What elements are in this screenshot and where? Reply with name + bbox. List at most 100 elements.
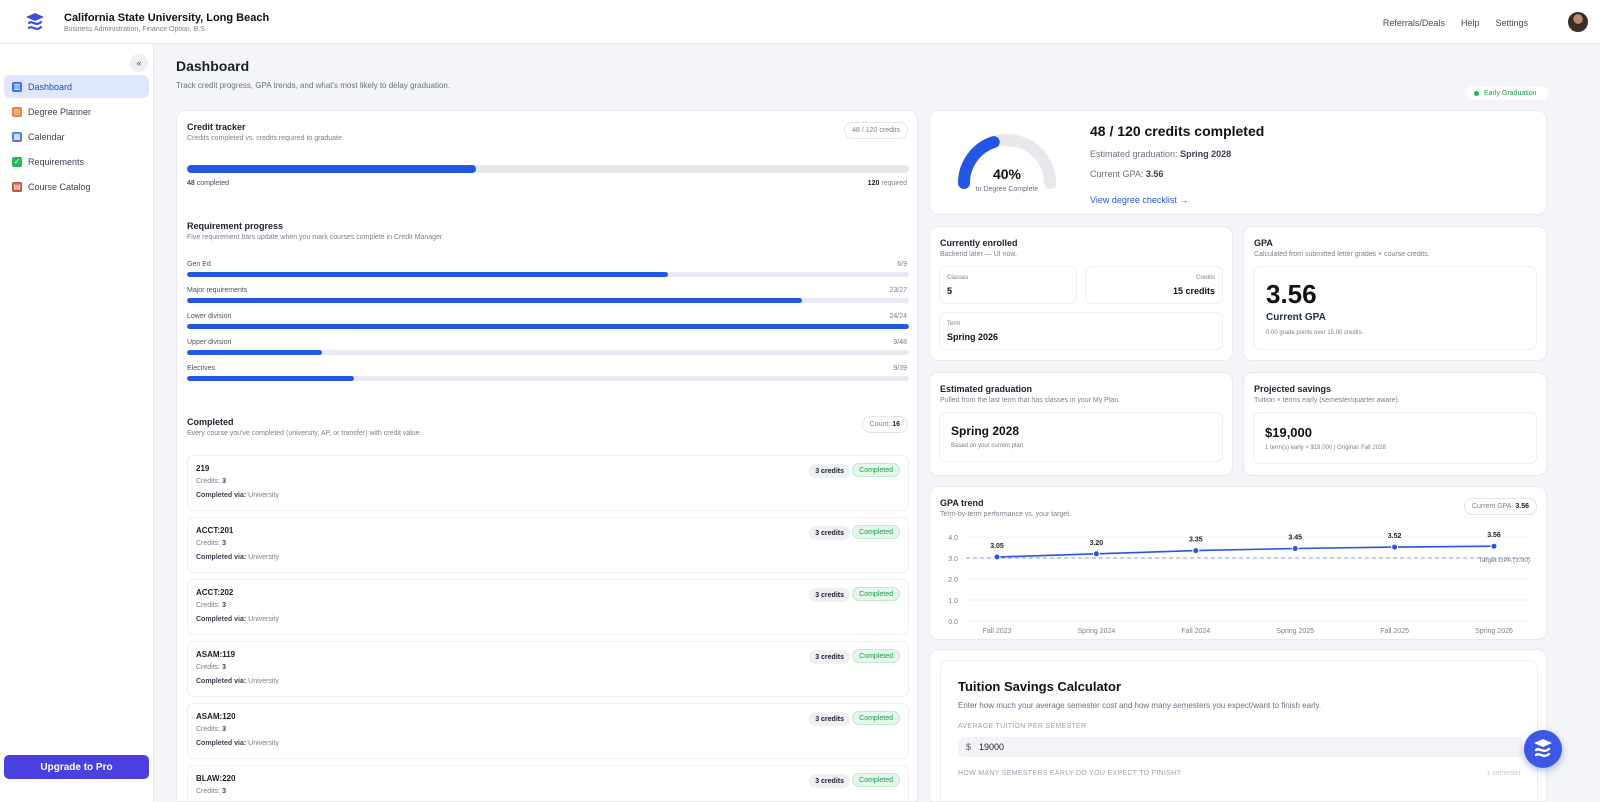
x-tick-label: Fall 2023 [983,628,1012,635]
course-credits: Credits: 3 [196,602,226,609]
course-credit-pill: 3 credits [809,712,850,726]
credit-tracker-subtitle: Credits completed vs. credits required t… [187,135,344,142]
credits-tile: Credits 15 credits [1085,266,1223,304]
sidebar-item-degree-planner[interactable]: ◎ Degree Planner [4,100,149,123]
completed-course-row[interactable]: ACCT:202 Credits: 3 Completed via: Univers… [187,579,909,635]
gpa-trend-pill-value: 3.56 [1515,503,1529,510]
gpa-point [1391,543,1399,551]
requirement-value: 9/39 [893,365,907,372]
sidebar-item-course-catalog[interactable]: ▤ Course Catalog [4,175,149,198]
credits-completed-word: completed [196,180,230,187]
course-via-label: Completed via: [196,678,247,685]
course-via-value: University [248,554,279,561]
check-icon: ✓ [12,156,22,167]
course-status-badge: Completed [852,649,900,663]
gpa-data-label: 3.20 [1090,540,1104,547]
course-status-badge: Completed [852,463,900,477]
course-credits-value: 3 [222,602,226,609]
course-via: Completed via: University [196,616,279,623]
top-bar: California State University, Long Beach … [0,0,1600,44]
logo-icon[interactable] [24,11,46,33]
org-name: California State University, Long Beach [64,12,270,24]
gpa-data-label: 3.45 [1288,535,1302,542]
completed-course-row[interactable]: 219 Credits: 3 Completed via: University 3 … [187,455,909,511]
gpa-trend-pill: Current GPA 3.56 [1463,498,1537,515]
semesters-early-hint: 1 semester [1486,770,1521,777]
early-graduation-label: Early Graduation [1484,89,1537,97]
savings-tile: $19,000 1 term(s) early × $19,000 | Orig… [1253,412,1537,464]
semesters-early-label: HOW MANY SEMESTERS EARLY DO YOU EXPECT T… [958,770,1181,777]
course-credits-label: Credits: [196,664,221,671]
completed-course-row[interactable]: ACCT:201 Credits: 3 Completed via: Univers… [187,517,909,573]
credits-required-label: 120 required [868,180,907,187]
x-tick-label: Fall 2024 [1181,628,1210,635]
gpa-tile: 3.56 Current GPA 0.00 grade points over … [1253,266,1537,350]
view-degree-checklist-link[interactable]: View degree checklist → [1090,195,1189,205]
course-code: ASAM:119 [196,650,236,659]
requirements-title: Requirement progress [187,221,284,231]
course-via: Completed via: University [196,554,279,561]
course-credit-pill: 3 credits [809,464,850,478]
course-via: Completed via: University [196,492,279,499]
gpa-card: GPA Calculated from submitted letter gra… [1243,226,1547,361]
nav-help[interactable]: Help [1460,18,1480,28]
requirement-bar [187,324,909,329]
completed-header: Completed Every course you've completed … [187,417,422,437]
requirement-value: 9/48 [893,339,907,346]
completed-course-row[interactable]: ASAM:120 Credits: 3 Completed via: Univers… [187,703,909,759]
bar-chart-icon: ▥ [12,81,22,92]
course-via-label: Completed via: [196,740,247,747]
y-tick-label: 1.0 [948,598,958,605]
nav-settings[interactable]: Settings [1495,18,1528,28]
requirement-bar [187,376,909,381]
requirement-bar-fill [187,350,323,355]
est-grad-tile: Spring 2028 Based on your current plan [939,412,1223,462]
completed-count-label: Count: [869,421,891,428]
x-tick-label: Spring 2026 [1475,628,1513,635]
completed-course-row[interactable]: ASAM:119 Credits: 3 Completed via: Univers… [187,641,909,697]
credits-completed-number: 48 [187,180,195,187]
tuition-input[interactable]: $19000 [958,737,1523,757]
sidebar-item-dashboard[interactable]: ▥ Dashboard [4,75,149,98]
requirement-value: 24/24 [889,313,907,320]
gpa-trend-title: GPA trend [940,498,984,508]
avatar[interactable] [1568,12,1588,32]
gpa-label: Current GPA: [1090,169,1144,179]
requirement-value: 6/9 [897,261,907,268]
course-credits-label: Credits: [196,540,221,547]
chat-assistant-button[interactable] [1524,730,1562,768]
term-tile: Term Spring 2026 [939,312,1223,350]
nav-referrals[interactable]: Referrals/Deals [1382,18,1445,28]
course-credit-pill: 3 credits [809,650,850,664]
credits-required-word: required [881,180,907,187]
term-value: Spring 2026 [947,332,999,342]
assistant-logo-icon [1534,739,1552,758]
course-credits-label: Credits: [196,726,221,733]
sidebar-item-requirements[interactable]: ✓ Requirements [4,150,149,173]
sidebar-item-label: Requirements [28,156,85,167]
estimated-graduation-line: Estimated graduation: Spring 2028 [1090,149,1231,159]
x-tick-label: Fall 2025 [1380,628,1409,635]
est-label: Estimated graduation: [1090,149,1178,159]
gpa-data-label: 3.52 [1388,533,1402,540]
collapse-sidebar-button[interactable]: « [130,54,148,72]
credit-tracker-title: Credit tracker [187,122,246,132]
progress-card: Credit tracker Credits completed vs. cre… [176,110,918,802]
credit-tracker-header: Credit tracker Credits completed vs. cre… [187,122,344,142]
gpa-trend-card: GPA trend Term-by-term performance vs. y… [929,486,1547,640]
sidebar-item-calendar[interactable]: ▦ Calendar [4,125,149,148]
credits-required-number: 120 [867,180,880,187]
requirement-label: Lower division [187,313,232,320]
x-tick-label: Spring 2025 [1276,628,1314,635]
gpa-point [1291,545,1299,553]
term-label: Term [947,321,961,327]
course-credit-pill: 3 credits [809,526,850,540]
requirements-subtitle: Five requirement bars update when you ma… [187,234,444,241]
gpa-data-label: 3.05 [990,543,1004,550]
requirement-bar [187,272,909,277]
requirement-label: Major requirements [187,287,248,294]
calendar-icon: ▦ [12,131,22,142]
estimated-graduation-card: Estimated graduation Pulled from the las… [929,372,1233,476]
upgrade-button[interactable]: Upgrade to Pro [4,755,149,779]
